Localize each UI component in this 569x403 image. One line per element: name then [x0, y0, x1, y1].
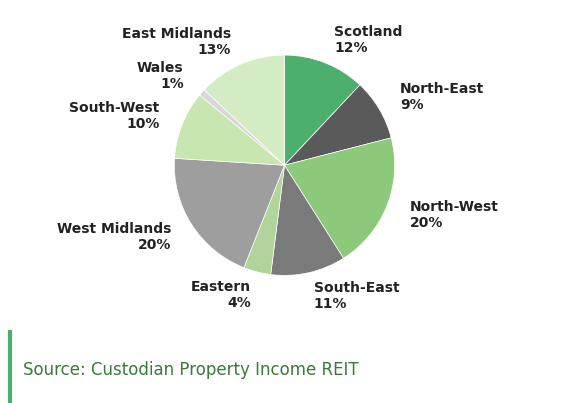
Text: Scotland
12%: Scotland 12% — [334, 25, 402, 55]
Text: South-West
10%: South-West 10% — [69, 101, 159, 131]
Wedge shape — [284, 85, 391, 165]
Wedge shape — [244, 165, 284, 274]
Text: East Midlands
13%: East Midlands 13% — [122, 27, 231, 57]
Text: West Midlands
20%: West Midlands 20% — [57, 222, 171, 252]
Wedge shape — [174, 158, 284, 268]
Text: Source: Custodian Property Income REIT: Source: Custodian Property Income REIT — [23, 361, 358, 379]
Wedge shape — [204, 55, 284, 165]
Text: North-West
20%: North-West 20% — [410, 199, 498, 230]
Wedge shape — [200, 90, 284, 165]
Text: North-East
9%: North-East 9% — [400, 82, 484, 112]
Text: Eastern
4%: Eastern 4% — [191, 280, 251, 310]
Text: South-East
11%: South-East 11% — [314, 281, 399, 312]
Wedge shape — [284, 138, 395, 258]
Wedge shape — [175, 95, 284, 165]
Wedge shape — [271, 165, 344, 275]
Text: Wales
1%: Wales 1% — [137, 61, 184, 91]
Wedge shape — [284, 55, 360, 165]
